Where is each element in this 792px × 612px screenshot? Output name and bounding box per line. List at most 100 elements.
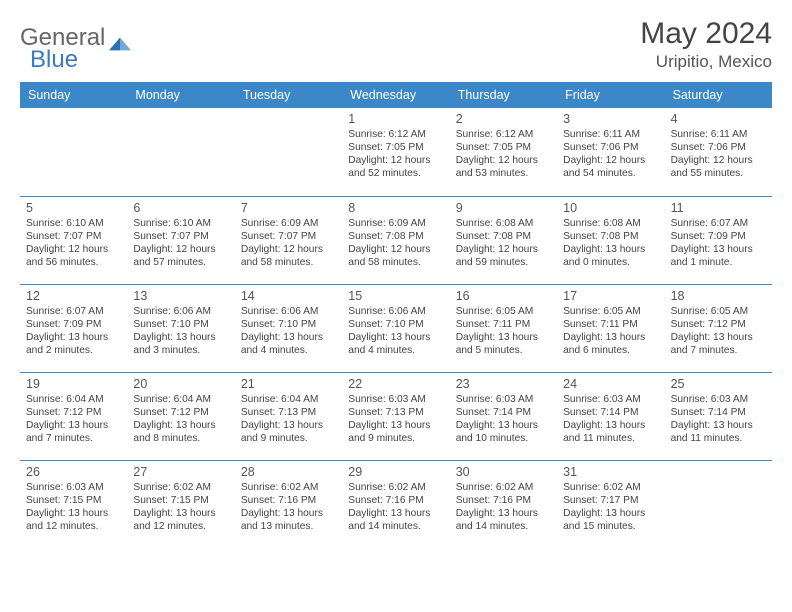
sunset-text: Sunset: 7:10 PM bbox=[348, 318, 443, 331]
sunset-text: Sunset: 7:06 PM bbox=[671, 141, 766, 154]
daylight-text: Daylight: 12 hours and 58 minutes. bbox=[241, 243, 336, 269]
day-number: 9 bbox=[456, 201, 551, 215]
day-info: Sunrise: 6:03 AMSunset: 7:14 PMDaylight:… bbox=[671, 393, 766, 445]
day-info: Sunrise: 6:11 AMSunset: 7:06 PMDaylight:… bbox=[563, 128, 658, 180]
calendar-cell: 31Sunrise: 6:02 AMSunset: 7:17 PMDayligh… bbox=[557, 460, 664, 548]
day-info: Sunrise: 6:02 AMSunset: 7:16 PMDaylight:… bbox=[241, 481, 336, 533]
day-number: 3 bbox=[563, 112, 658, 126]
day-number: 7 bbox=[241, 201, 336, 215]
day-number: 21 bbox=[241, 377, 336, 391]
sunset-text: Sunset: 7:05 PM bbox=[348, 141, 443, 154]
daylight-text: Daylight: 13 hours and 7 minutes. bbox=[26, 419, 121, 445]
day-number: 5 bbox=[26, 201, 121, 215]
day-number: 8 bbox=[348, 201, 443, 215]
sunset-text: Sunset: 7:16 PM bbox=[456, 494, 551, 507]
daylight-text: Daylight: 13 hours and 4 minutes. bbox=[348, 331, 443, 357]
calendar-cell: 9 Sunrise: 6:08 AMSunset: 7:08 PMDaylight… bbox=[450, 196, 557, 284]
sunset-text: Sunset: 7:12 PM bbox=[26, 406, 121, 419]
calendar-cell bbox=[20, 108, 127, 196]
sunrise-text: Sunrise: 6:06 AM bbox=[348, 305, 443, 318]
sunrise-text: Sunrise: 6:08 AM bbox=[563, 217, 658, 230]
sunset-text: Sunset: 7:17 PM bbox=[563, 494, 658, 507]
sunset-text: Sunset: 7:15 PM bbox=[26, 494, 121, 507]
day-number: 17 bbox=[563, 289, 658, 303]
daylight-text: Daylight: 13 hours and 6 minutes. bbox=[563, 331, 658, 357]
sunrise-text: Sunrise: 6:04 AM bbox=[26, 393, 121, 406]
calendar-cell: 28Sunrise: 6:02 AMSunset: 7:16 PMDayligh… bbox=[235, 460, 342, 548]
sunrise-text: Sunrise: 6:03 AM bbox=[26, 481, 121, 494]
day-number: 12 bbox=[26, 289, 121, 303]
daylight-text: Daylight: 13 hours and 7 minutes. bbox=[671, 331, 766, 357]
day-number: 2 bbox=[456, 112, 551, 126]
calendar-cell bbox=[665, 460, 772, 548]
sunrise-text: Sunrise: 6:04 AM bbox=[133, 393, 228, 406]
sunset-text: Sunset: 7:14 PM bbox=[671, 406, 766, 419]
calendar-cell: 4Sunrise: 6:11 AMSunset: 7:06 PMDaylight… bbox=[665, 108, 772, 196]
day-info: Sunrise: 6:05 AMSunset: 7:12 PMDaylight:… bbox=[671, 305, 766, 357]
sunset-text: Sunset: 7:07 PM bbox=[241, 230, 336, 243]
calendar-cell: 5Sunrise: 6:10 AMSunset: 7:07 PMDaylight… bbox=[20, 196, 127, 284]
daylight-text: Daylight: 13 hours and 9 minutes. bbox=[348, 419, 443, 445]
day-info: Sunrise: 6:10 AMSunset: 7:07 PMDaylight:… bbox=[133, 217, 228, 269]
sunrise-text: Sunrise: 6:02 AM bbox=[348, 481, 443, 494]
calendar-cell: 7 Sunrise: 6:09 AMSunset: 7:07 PMDaylight… bbox=[235, 196, 342, 284]
daylight-text: Daylight: 13 hours and 12 minutes. bbox=[133, 507, 228, 533]
day-info: Sunrise: 6:02 AMSunset: 7:15 PMDaylight:… bbox=[133, 481, 228, 533]
day-number: 26 bbox=[26, 465, 121, 479]
sunrise-text: Sunrise: 6:07 AM bbox=[26, 305, 121, 318]
calendar-cell: 25Sunrise: 6:03 AMSunset: 7:14 PMDayligh… bbox=[665, 372, 772, 460]
day-info: Sunrise: 6:08 AMSunset: 7:08 PMDaylight:… bbox=[456, 217, 551, 269]
sunset-text: Sunset: 7:08 PM bbox=[563, 230, 658, 243]
daylight-text: Daylight: 12 hours and 58 minutes. bbox=[348, 243, 443, 269]
location: Uripitio, Mexico bbox=[640, 52, 772, 72]
dow-wednesday: Wednesday bbox=[342, 82, 449, 108]
dow-friday: Friday bbox=[557, 82, 664, 108]
month-title: May 2024 bbox=[640, 18, 772, 50]
sunrise-text: Sunrise: 6:05 AM bbox=[563, 305, 658, 318]
logo-mark-icon bbox=[109, 30, 131, 46]
calendar-cell: 30Sunrise: 6:02 AMSunset: 7:16 PMDayligh… bbox=[450, 460, 557, 548]
sunrise-text: Sunrise: 6:03 AM bbox=[348, 393, 443, 406]
day-number: 15 bbox=[348, 289, 443, 303]
logo-text-2: Blue bbox=[30, 46, 78, 74]
day-info: Sunrise: 6:06 AMSunset: 7:10 PMDaylight:… bbox=[348, 305, 443, 357]
daylight-text: Daylight: 12 hours and 56 minutes. bbox=[26, 243, 121, 269]
dow-monday: Monday bbox=[127, 82, 234, 108]
day-number: 22 bbox=[348, 377, 443, 391]
daylight-text: Daylight: 13 hours and 10 minutes. bbox=[456, 419, 551, 445]
sunrise-text: Sunrise: 6:09 AM bbox=[241, 217, 336, 230]
day-info: Sunrise: 6:02 AMSunset: 7:16 PMDaylight:… bbox=[456, 481, 551, 533]
day-info: Sunrise: 6:04 AMSunset: 7:12 PMDaylight:… bbox=[133, 393, 228, 445]
sunrise-text: Sunrise: 6:08 AM bbox=[456, 217, 551, 230]
sunrise-text: Sunrise: 6:02 AM bbox=[133, 481, 228, 494]
day-info: Sunrise: 6:05 AMSunset: 7:11 PMDaylight:… bbox=[456, 305, 551, 357]
day-info: Sunrise: 6:03 AMSunset: 7:14 PMDaylight:… bbox=[456, 393, 551, 445]
sunset-text: Sunset: 7:05 PM bbox=[456, 141, 551, 154]
day-info: Sunrise: 6:08 AMSunset: 7:08 PMDaylight:… bbox=[563, 217, 658, 269]
calendar-cell: 14Sunrise: 6:06 AMSunset: 7:10 PMDayligh… bbox=[235, 284, 342, 372]
sunset-text: Sunset: 7:11 PM bbox=[456, 318, 551, 331]
calendar-cell: 8 Sunrise: 6:09 AMSunset: 7:08 PMDaylight… bbox=[342, 196, 449, 284]
calendar-cell: 22Sunrise: 6:03 AMSunset: 7:13 PMDayligh… bbox=[342, 372, 449, 460]
day-info: Sunrise: 6:11 AMSunset: 7:06 PMDaylight:… bbox=[671, 128, 766, 180]
sunrise-text: Sunrise: 6:11 AM bbox=[671, 128, 766, 141]
calendar-page: General May 2024 Uripitio, Mexico Blue S… bbox=[0, 0, 792, 612]
sunset-text: Sunset: 7:08 PM bbox=[348, 230, 443, 243]
calendar-cell: 19Sunrise: 6:04 AMSunset: 7:12 PMDayligh… bbox=[20, 372, 127, 460]
calendar-cell: 24Sunrise: 6:03 AMSunset: 7:14 PMDayligh… bbox=[557, 372, 664, 460]
sunrise-text: Sunrise: 6:02 AM bbox=[563, 481, 658, 494]
day-info: Sunrise: 6:12 AMSunset: 7:05 PMDaylight:… bbox=[348, 128, 443, 180]
daylight-text: Daylight: 12 hours and 59 minutes. bbox=[456, 243, 551, 269]
sunset-text: Sunset: 7:09 PM bbox=[26, 318, 121, 331]
daylight-text: Daylight: 13 hours and 8 minutes. bbox=[133, 419, 228, 445]
daylight-text: Daylight: 13 hours and 14 minutes. bbox=[348, 507, 443, 533]
calendar-cell: 10Sunrise: 6:08 AMSunset: 7:08 PMDayligh… bbox=[557, 196, 664, 284]
sunrise-text: Sunrise: 6:10 AM bbox=[26, 217, 121, 230]
sunrise-text: Sunrise: 6:03 AM bbox=[456, 393, 551, 406]
day-info: Sunrise: 6:03 AMSunset: 7:14 PMDaylight:… bbox=[563, 393, 658, 445]
sunrise-text: Sunrise: 6:09 AM bbox=[348, 217, 443, 230]
day-number: 14 bbox=[241, 289, 336, 303]
daylight-text: Daylight: 12 hours and 57 minutes. bbox=[133, 243, 228, 269]
day-info: Sunrise: 6:04 AMSunset: 7:12 PMDaylight:… bbox=[26, 393, 121, 445]
day-info: Sunrise: 6:12 AMSunset: 7:05 PMDaylight:… bbox=[456, 128, 551, 180]
